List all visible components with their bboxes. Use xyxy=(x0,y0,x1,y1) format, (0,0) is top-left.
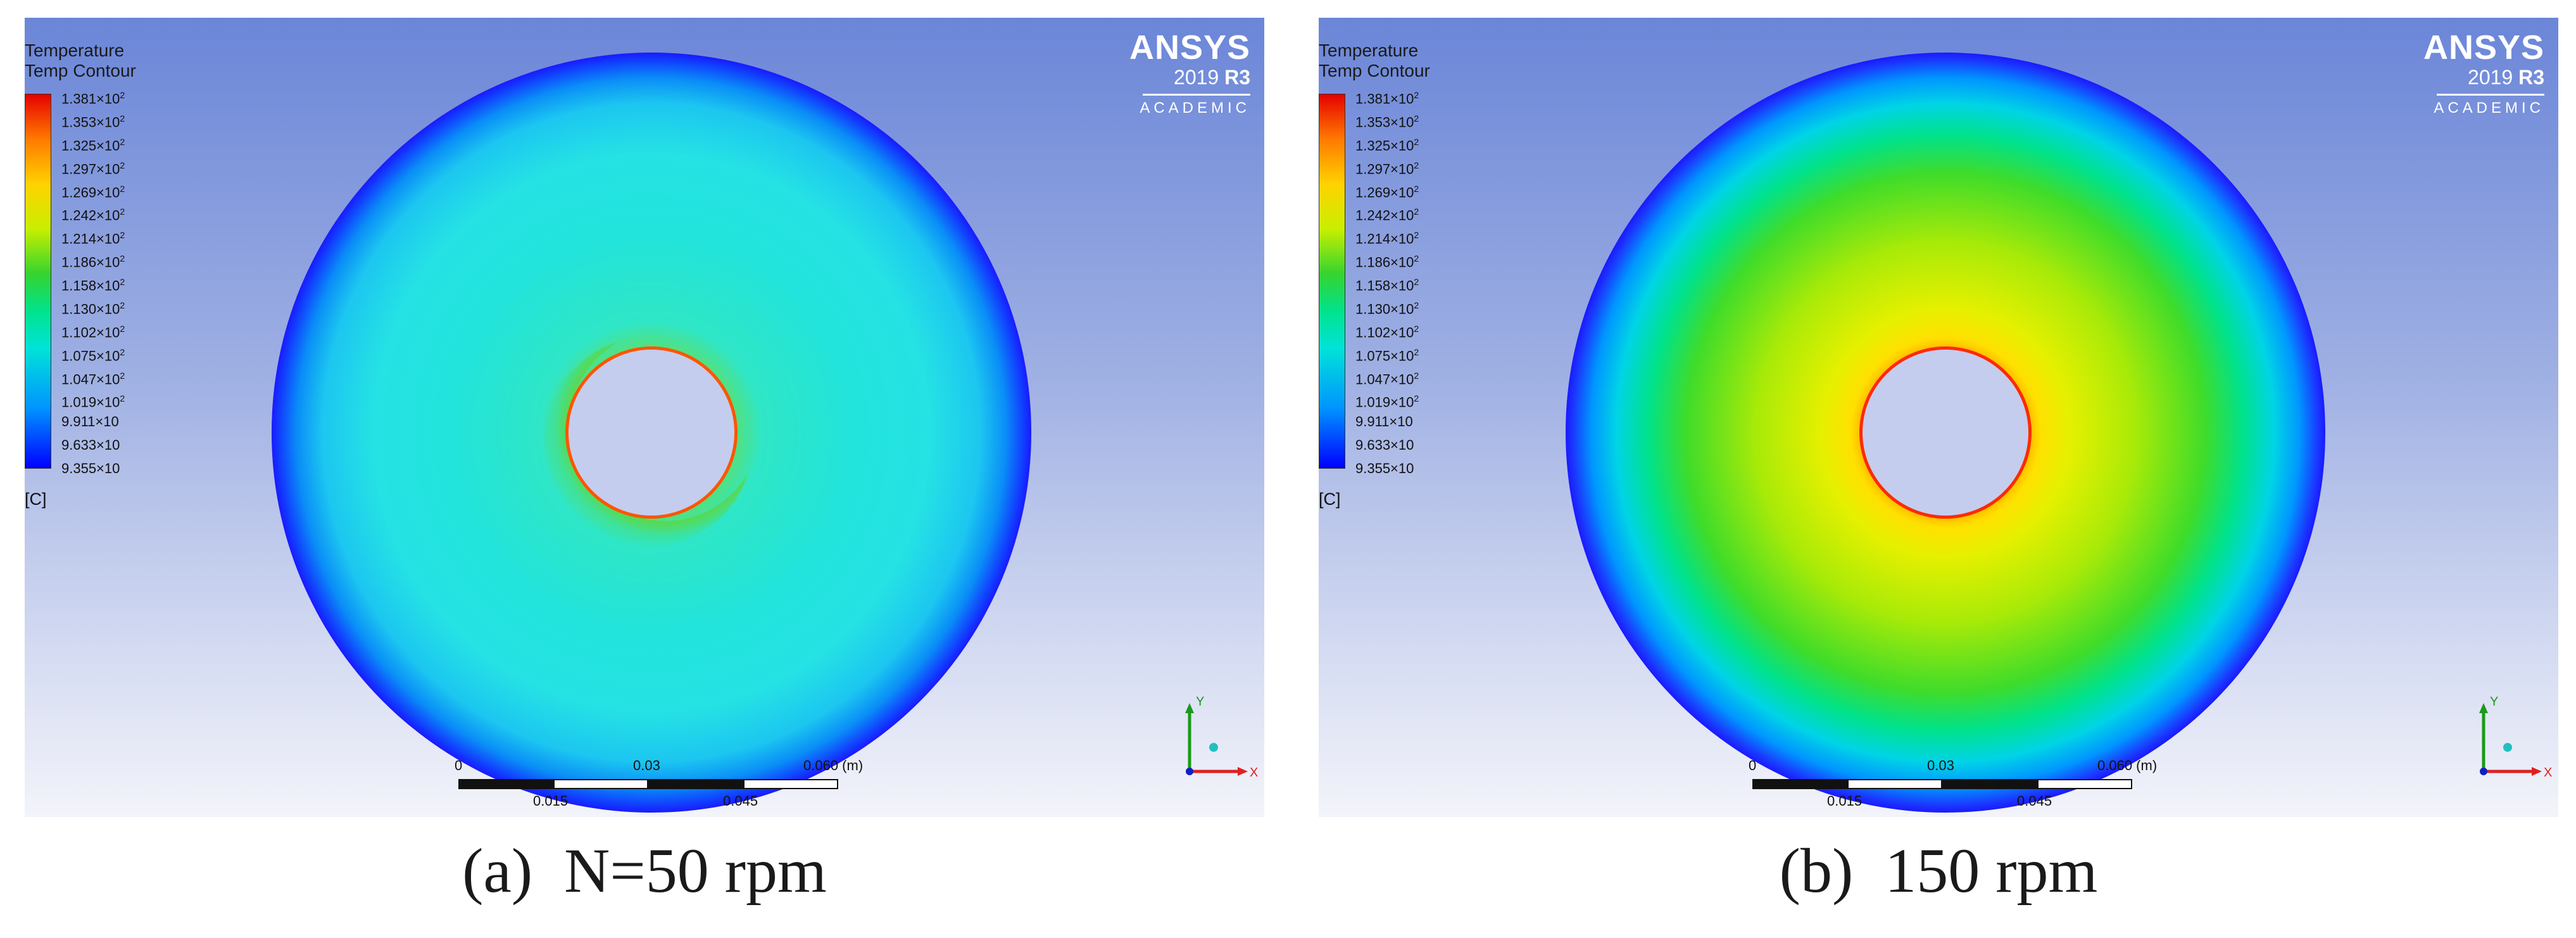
caption-50rpm: (a) N=50 rpm xyxy=(462,835,827,906)
scale-bar: 0 0.03 0.060 (m) 0.015 0.045 xyxy=(1749,757,2157,809)
legend-tick-label: 1.269×102 xyxy=(61,183,125,200)
legend-unit: [C] xyxy=(1319,490,1341,509)
axis-triad-icon: Y X xyxy=(1185,695,1258,778)
logo-divider xyxy=(2437,94,2544,96)
ansys-logo: ANSYS 2019 R3 ACADEMIC xyxy=(2423,29,2544,117)
legend-tick-label: 1.325×102 xyxy=(1355,136,1419,154)
legend-tick-label: 1.242×102 xyxy=(61,206,125,224)
legend-tick-label: 1.019×102 xyxy=(61,393,125,410)
legend-title-line1: Temperature xyxy=(25,41,125,60)
legend-title-line1: Temperature xyxy=(1319,41,1419,60)
ansys-brand: ANSYS xyxy=(2423,29,2544,67)
axis-y-label: Y xyxy=(2490,695,2498,709)
legend-tick-label: 1.047×102 xyxy=(1355,370,1419,387)
legend-title-line2: Temp Contour xyxy=(25,61,136,80)
scale-bar: 0 0.03 0.060 (m) 0.015 0.045 xyxy=(455,757,863,809)
axis-x-label: X xyxy=(2544,766,2552,778)
ansys-version: 2019 R3 xyxy=(1129,66,1250,89)
legend-tick-label: 9.633×10 xyxy=(61,437,120,453)
legend-tick-label: 1.102×102 xyxy=(1355,323,1419,341)
scale-label: 0.03 xyxy=(633,757,660,773)
legend-tick-label: 1.019×102 xyxy=(1355,393,1419,410)
legend-tick-label: 1.186×102 xyxy=(61,253,125,270)
axis-triad-icon: Y X xyxy=(2479,695,2552,778)
inner-bore xyxy=(569,350,734,516)
scale-segment xyxy=(1847,779,1942,789)
ansys-edition: ACADEMIC xyxy=(2434,99,2544,117)
version-year: 2019 xyxy=(2468,66,2513,89)
scale-label: 0.015 xyxy=(1827,793,1863,809)
legend-tick-label: 1.158×102 xyxy=(1355,277,1419,294)
legend-tick-label: 9.355×10 xyxy=(1355,460,1414,476)
scale-segment xyxy=(458,779,553,789)
ansys-logo: ANSYS 2019 R3 ACADEMIC xyxy=(1129,29,1250,117)
scale-segment xyxy=(743,779,838,789)
legend-tick-label: 1.381×102 xyxy=(1355,90,1419,107)
caption-150rpm: (b) 150 rpm xyxy=(1779,835,2098,906)
scale-label: 0.03 xyxy=(1927,757,1954,773)
legend-tick-label: 1.297×102 xyxy=(1355,160,1419,177)
legend-unit: [C] xyxy=(25,490,47,509)
scale-label: 0 xyxy=(455,757,463,773)
ansys-version: 2019 R3 xyxy=(2423,66,2544,89)
legend-tick-label: 1.075×102 xyxy=(61,346,125,364)
legend-tick-label: 1.242×102 xyxy=(1355,206,1419,224)
scale-segment xyxy=(2037,779,2132,789)
legend-tick-label: 9.633×10 xyxy=(1355,437,1414,453)
scale-segment xyxy=(1942,779,2037,789)
legend-title-line2: Temp Contour xyxy=(1319,61,1430,80)
legend-tick-label: 9.911×10 xyxy=(61,414,119,430)
scale-label: 0.015 xyxy=(533,793,569,809)
inner-bore xyxy=(1863,350,2028,516)
legend-tick-label: 1.214×102 xyxy=(61,230,125,247)
legend-tick-label: 9.355×10 xyxy=(61,460,120,476)
version-release: R3 xyxy=(1224,66,1250,89)
legend-tick-label: 1.130×102 xyxy=(61,300,125,317)
legend-tick-label: 1.075×102 xyxy=(1355,346,1419,364)
legend-tick-label: 1.297×102 xyxy=(61,160,125,177)
legend-tick-label: 1.325×102 xyxy=(61,136,125,154)
version-year: 2019 xyxy=(1174,66,1219,89)
logo-divider xyxy=(1143,94,1250,96)
scale-segment xyxy=(1752,779,1847,789)
color-bar xyxy=(25,94,51,469)
scale-segment xyxy=(553,779,648,789)
version-release: R3 xyxy=(2518,66,2544,89)
legend-tick-label: 1.353×102 xyxy=(61,113,125,130)
legend-title: Temperature Temp Contour xyxy=(25,41,136,81)
legend-tick-label: 1.269×102 xyxy=(1355,183,1419,200)
scale-label: 0 xyxy=(1749,757,1757,773)
contour-view-150rpm: Temperature Temp Contour 1.381×102 1.353×… xyxy=(1319,18,2558,817)
legend-tick-label: 1.214×102 xyxy=(1355,230,1419,247)
legend-tick-label: 9.911×10 xyxy=(1355,414,1413,430)
legend-tick-label: 1.353×102 xyxy=(1355,113,1419,130)
legend-tick-label: 1.047×102 xyxy=(61,370,125,387)
axis-y-label: Y xyxy=(1196,695,1204,709)
legend-tick-label: 1.381×102 xyxy=(61,90,125,107)
legend-title: Temperature Temp Contour xyxy=(1319,41,1430,81)
scale-label: 0.060 (m) xyxy=(803,757,864,773)
ansys-brand: ANSYS xyxy=(1129,29,1250,67)
legend-tick-label: 1.130×102 xyxy=(1355,300,1419,317)
legend-tick-label: 1.186×102 xyxy=(1355,253,1419,270)
scale-label: 0.045 xyxy=(723,793,758,809)
scale-label: 0.060 (m) xyxy=(2097,757,2158,773)
legend-tick-label: 1.102×102 xyxy=(61,323,125,341)
temperature-contour-disk xyxy=(272,53,1031,813)
axis-x-label: X xyxy=(1250,766,1258,778)
temperature-contour-disk xyxy=(1566,53,2325,813)
scale-label: 0.045 xyxy=(2017,793,2052,809)
color-bar xyxy=(1319,94,1345,469)
contour-view-50rpm: Temperature Temp Contour 1.381×102 1.353×… xyxy=(25,18,1264,817)
ansys-edition: ACADEMIC xyxy=(1140,99,1250,117)
legend-tick-label: 1.158×102 xyxy=(61,277,125,294)
scale-segment xyxy=(648,779,743,789)
